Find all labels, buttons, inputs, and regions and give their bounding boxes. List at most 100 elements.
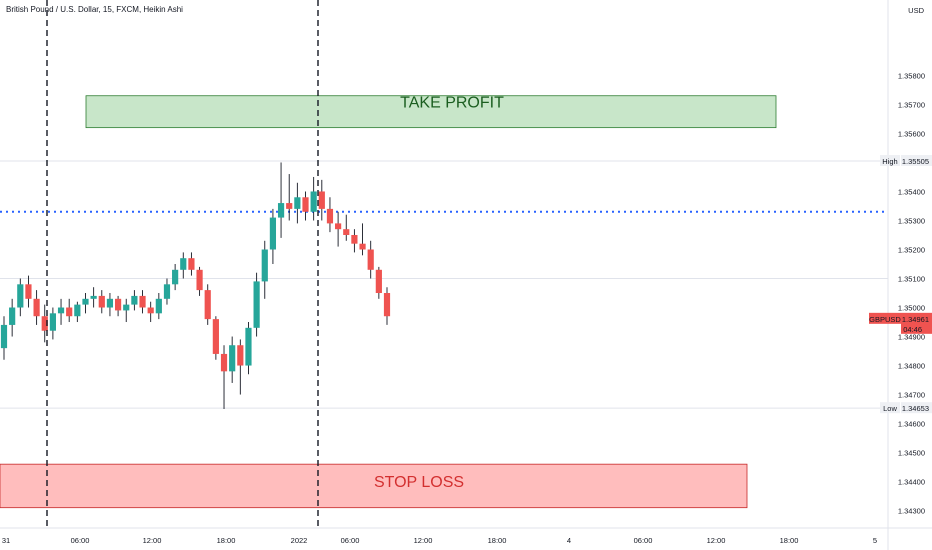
grid-lines: [0, 160, 888, 409]
candle: [326, 197, 334, 233]
candle-body: [139, 295, 146, 308]
candle: [212, 316, 219, 360]
time-tick-label: 4: [567, 536, 571, 545]
candle-body: [33, 298, 40, 317]
candle-body: [269, 217, 277, 250]
candle-body: [49, 313, 56, 331]
candle-body: [277, 203, 285, 218]
candle: [131, 290, 138, 311]
candle-body: [237, 345, 244, 366]
candle: [359, 223, 366, 256]
candle: [98, 290, 105, 314]
price-tick-label: 1.35800: [898, 71, 925, 80]
price-tick-label: 1.34600: [898, 420, 925, 429]
candle-body: [90, 295, 97, 299]
price-tick-label: 1.35200: [898, 245, 925, 254]
time-tick-label: 06:00: [71, 536, 90, 545]
stop-loss-zone: [0, 463, 748, 509]
candle: [383, 287, 391, 325]
low-marker: Low 1.34653: [880, 402, 932, 414]
candle: [123, 298, 130, 323]
candle-body: [359, 243, 366, 250]
price-tick-label: 1.34900: [898, 333, 925, 342]
candle: [17, 278, 24, 317]
candle: [172, 264, 179, 291]
candle-body: [383, 293, 391, 317]
candle-body: [66, 307, 73, 317]
candle: [66, 298, 73, 323]
candle-body: [326, 208, 334, 224]
candle: [245, 322, 252, 375]
candle-body: [188, 258, 195, 270]
high-marker-label: High: [882, 157, 897, 166]
candle: [310, 176, 317, 221]
candle-body: [123, 304, 130, 311]
candle: [180, 252, 187, 279]
candle: [343, 214, 350, 241]
candle: [49, 307, 56, 340]
last-price-countdown: 04:46: [903, 325, 922, 334]
candle: [90, 287, 97, 308]
candle: [82, 293, 89, 314]
price-tick-label: 1.34800: [898, 362, 925, 371]
high-marker: High 1.35505: [880, 155, 932, 167]
last-price-value-bg: [901, 312, 932, 334]
last-price-symbol: GBPUSD: [869, 315, 901, 324]
candle-body: [212, 319, 219, 354]
candle: [318, 179, 325, 221]
candle: [335, 211, 342, 247]
candle-body: [310, 191, 317, 212]
low-marker-value-bg: [901, 402, 932, 414]
price-tick-label: 1.34400: [898, 478, 925, 487]
time-tick-label: 18:00: [780, 536, 799, 545]
time-tick-label: 12:00: [143, 536, 162, 545]
candle-body: [253, 281, 260, 328]
low-marker-tag: [880, 402, 900, 414]
candle: [277, 162, 285, 238]
candle-body: [351, 234, 358, 244]
price-tick-label: 1.34300: [898, 507, 925, 516]
candle: [106, 293, 114, 317]
candle-body: [57, 307, 65, 314]
candle-body: [180, 258, 187, 270]
candle-body: [335, 223, 342, 230]
candle-body: [25, 284, 32, 299]
high-marker-value-bg: [901, 155, 932, 167]
candle: [220, 345, 228, 410]
time-axis[interactable]: 31 06:00 12:00 18:00 2022 06:00 12:00 18:00 4 06:…: [2, 536, 877, 545]
time-tick-label: 06:00: [341, 536, 360, 545]
currency-label: USD: [908, 6, 924, 15]
time-tick-label: 18:00: [217, 536, 236, 545]
candle: [196, 266, 203, 296]
candle: [269, 208, 277, 264]
candle-body: [17, 284, 24, 308]
candle-body: [9, 307, 16, 325]
candle-body: [302, 197, 309, 212]
candle-body: [163, 284, 171, 299]
candle: [375, 266, 382, 299]
candle: [0, 316, 8, 360]
candle-body: [131, 295, 138, 305]
price-tick-label: 1.35100: [898, 275, 925, 284]
candle: [253, 272, 260, 337]
candle: [114, 295, 122, 317]
price-axis[interactable]: USD 1.35800 1.35700 1.35600 1.35400 1.35300 1.…: [898, 6, 925, 516]
candle-body: [147, 307, 154, 314]
candle-body: [286, 203, 293, 209]
stop-loss-label: STOP LOSS: [374, 474, 464, 491]
candle-body: [261, 249, 268, 282]
candle: [188, 252, 195, 276]
candle: [204, 284, 211, 325]
candle-body: [41, 316, 48, 331]
candle-body: [106, 298, 114, 308]
high-marker-value: 1.35505: [902, 157, 929, 166]
candle-body: [155, 298, 162, 314]
candle: [351, 229, 358, 253]
candle-body: [245, 327, 252, 366]
candle: [155, 293, 162, 320]
time-tick-label: 5: [873, 536, 877, 545]
candle-body: [367, 249, 374, 270]
candle: [286, 174, 293, 221]
